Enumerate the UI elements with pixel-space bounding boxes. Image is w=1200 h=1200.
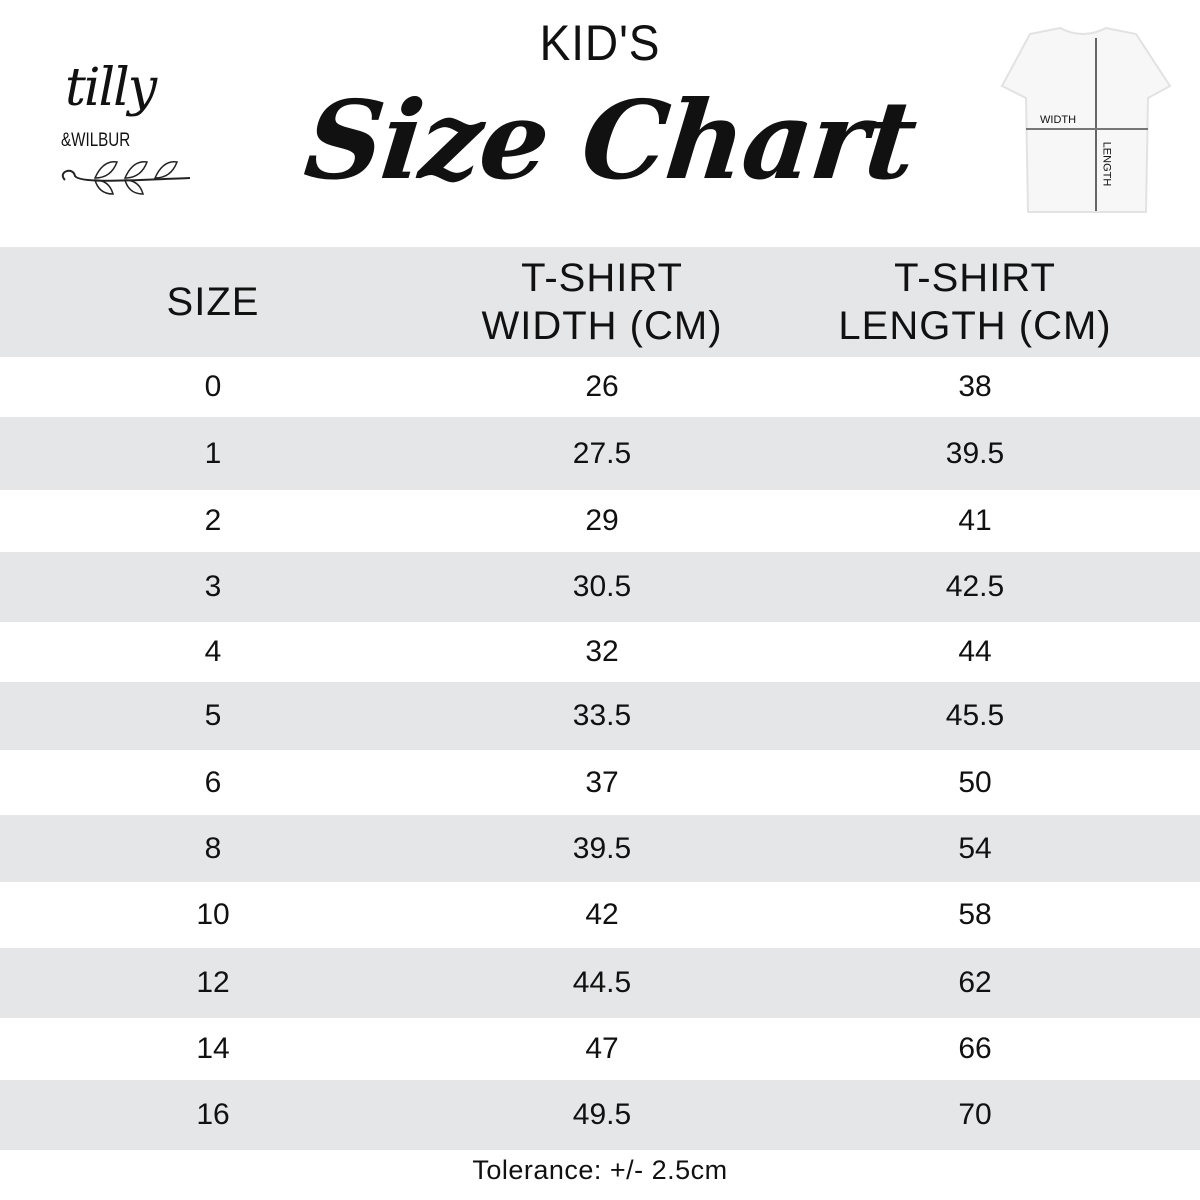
cell-width: 30.5 xyxy=(572,570,632,603)
subtitle: KID'S xyxy=(539,15,661,71)
table-row: 3 30.5 42.5 xyxy=(0,552,1200,622)
table-row: 8 39.5 54 xyxy=(0,815,1200,882)
table-row: 5 33.5 45.5 xyxy=(0,682,1200,750)
cell-size: 2 xyxy=(204,504,222,537)
cell-size: 16 xyxy=(196,1098,230,1131)
tshirt-icon xyxy=(1000,26,1172,213)
cell-width: 33.5 xyxy=(572,699,632,732)
cell-length: 54 xyxy=(958,831,992,865)
column-header-size: SIZE xyxy=(166,280,260,324)
table-row: 0 26 38 xyxy=(0,357,1200,417)
cell-width: 37 xyxy=(585,765,619,799)
cell-width: 29 xyxy=(585,504,619,537)
cell-size: 14 xyxy=(196,1032,230,1065)
table-row: 1 27.5 39.5 xyxy=(0,417,1200,490)
cell-size: 8 xyxy=(204,831,222,865)
cell-length: 58 xyxy=(958,898,992,931)
cell-length: 44 xyxy=(958,635,992,668)
tolerance-note: Tolerance: +/- 2.5cm xyxy=(472,1155,728,1185)
cell-width: 49.5 xyxy=(572,1098,632,1131)
cell-width: 42 xyxy=(585,898,619,931)
table-row: 16 49.5 70 xyxy=(0,1080,1200,1150)
cell-size: 1 xyxy=(204,436,222,470)
leaf-branch-icon xyxy=(61,161,191,195)
cell-width: 44.5 xyxy=(572,966,632,999)
length-label: LENGTH xyxy=(1100,141,1113,187)
cell-width: 47 xyxy=(585,1032,619,1065)
cell-size: 6 xyxy=(204,765,222,799)
cell-length: 38 xyxy=(958,370,992,403)
cell-width: 27.5 xyxy=(572,436,632,470)
table-row: 10 42 58 xyxy=(0,882,1200,948)
cell-length: 70 xyxy=(958,1098,992,1131)
table-row: 2 29 41 xyxy=(0,490,1200,552)
tshirt-measurement-diagram: WIDTH LENGTH xyxy=(988,26,1178,216)
cell-size: 5 xyxy=(204,699,222,732)
logo-text-wilbur: &WILBUR xyxy=(61,130,131,151)
page-title: Size Chart xyxy=(299,78,921,204)
width-label: WIDTH xyxy=(1040,114,1077,126)
cell-length: 45.5 xyxy=(945,699,1005,732)
cell-length: 42.5 xyxy=(945,570,1005,603)
table-row: 4 32 44 xyxy=(0,622,1200,682)
column-header-width: T-SHIRT WIDTH (CM) xyxy=(481,256,723,348)
table-header: SIZE T-SHIRT WIDTH (CM) T-SHIRT LENGTH (CM… xyxy=(0,247,1200,357)
cell-size: 3 xyxy=(204,570,222,603)
cell-size: 12 xyxy=(196,966,230,999)
cell-width: 32 xyxy=(585,635,619,668)
table-row: 6 37 50 xyxy=(0,750,1200,815)
cell-width: 39.5 xyxy=(572,831,632,865)
table-row: 14 47 66 xyxy=(0,1018,1200,1080)
cell-length: 50 xyxy=(958,765,992,799)
brand-logo: tilly &WILBUR xyxy=(55,58,195,198)
cell-size: 0 xyxy=(204,370,222,403)
column-header-length: T-SHIRT LENGTH (CM) xyxy=(838,256,1112,348)
cell-size: 4 xyxy=(204,635,222,668)
cell-size: 10 xyxy=(196,898,230,931)
logo-text-tilly: tilly xyxy=(65,58,157,118)
cell-length: 62 xyxy=(958,966,992,999)
cell-length: 66 xyxy=(958,1032,992,1065)
cell-width: 26 xyxy=(585,370,619,403)
table-row: 12 44.5 62 xyxy=(0,948,1200,1018)
cell-length: 41 xyxy=(958,504,992,537)
cell-length: 39.5 xyxy=(945,436,1005,470)
